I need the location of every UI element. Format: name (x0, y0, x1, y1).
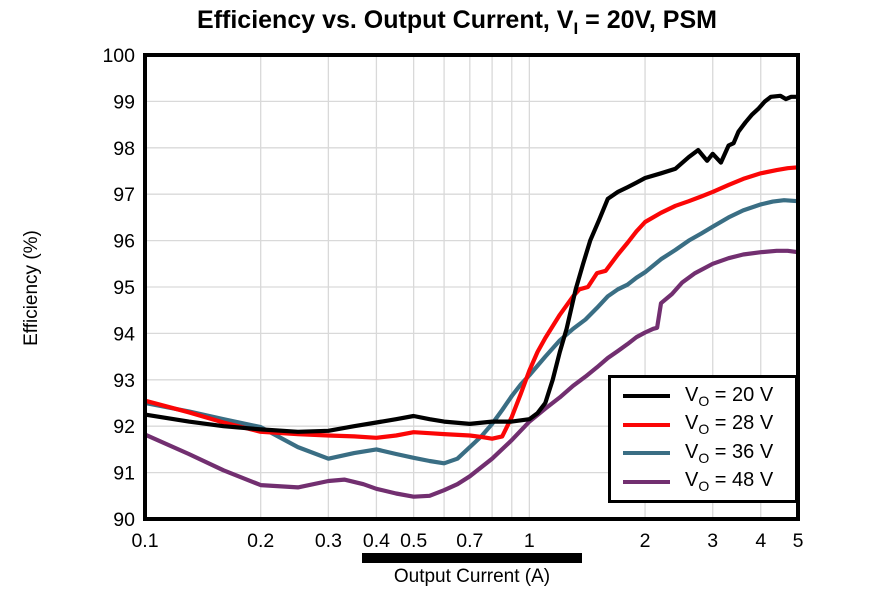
legend-line-swatch-3 (623, 451, 670, 456)
legend-label: VO = 36 V (685, 440, 774, 466)
x-axis-label: Output Current (A) (393, 566, 551, 587)
y-tick-label: 93 (113, 370, 135, 392)
series-line-36v (144, 198, 799, 466)
y-tick-label: 91 (113, 463, 135, 485)
x-tick-label: 1 (524, 530, 535, 552)
x-tick-label: 0.7 (456, 530, 483, 552)
y-tick-label: 95 (113, 277, 135, 299)
y-tick-label: 94 (113, 323, 135, 345)
chart-title: Efficiency vs. Output Current, VI = 20V,… (23, 6, 891, 39)
legend-label: VO = 28 V (685, 412, 774, 438)
series-line-20v (144, 93, 798, 434)
legend-line-swatch-4 (623, 479, 670, 484)
x-tick-label: 3 (707, 530, 718, 552)
x-tick-label: 0.4 (363, 530, 390, 552)
x-tick-label: 2 (640, 530, 651, 552)
series-line-28v (144, 165, 799, 441)
series-line-48v (144, 248, 799, 499)
x-tick-label: 0.5 (400, 530, 427, 552)
y-tick-label: 90 (113, 509, 135, 531)
x-tick-label: 4 (755, 530, 766, 552)
chart-title-text: Efficiency vs. Output Current, V (197, 6, 574, 34)
y-tick-label: 97 (113, 184, 135, 206)
legend-row: VO = 20 V (623, 384, 795, 408)
y-tick-label: 92 (113, 416, 135, 438)
plot-frame (143, 53, 800, 521)
y-tick-label: 99 (113, 91, 135, 113)
legend-row: VO = 48 V (623, 470, 795, 494)
x-tick-label: 5 (793, 530, 804, 552)
legend-line-swatch-2 (623, 422, 670, 427)
chart-title-suffix: = 20V, PSM (578, 6, 717, 34)
y-tick-label: 100 (102, 45, 135, 67)
chart-title-subscript: I (573, 19, 579, 38)
legend-label: VO = 20 V (685, 383, 774, 409)
x-tick-label: 0.2 (247, 530, 274, 552)
y-tick-label: 98 (113, 138, 135, 160)
x-tick-label: 0.3 (315, 530, 342, 552)
x-axis-highlight-bar (362, 553, 582, 563)
legend-row: VO = 36 V (623, 441, 795, 465)
legend: VO = 20 V VO = 28 V VO = 36 V VO = 48 V (608, 375, 798, 503)
legend-row: VO = 28 V (623, 413, 795, 437)
y-tick-label: 96 (113, 231, 135, 253)
legend-label: VO = 48 V (685, 469, 774, 495)
legend-line-swatch-1 (623, 394, 670, 399)
x-tick-label: 0.1 (131, 530, 158, 552)
